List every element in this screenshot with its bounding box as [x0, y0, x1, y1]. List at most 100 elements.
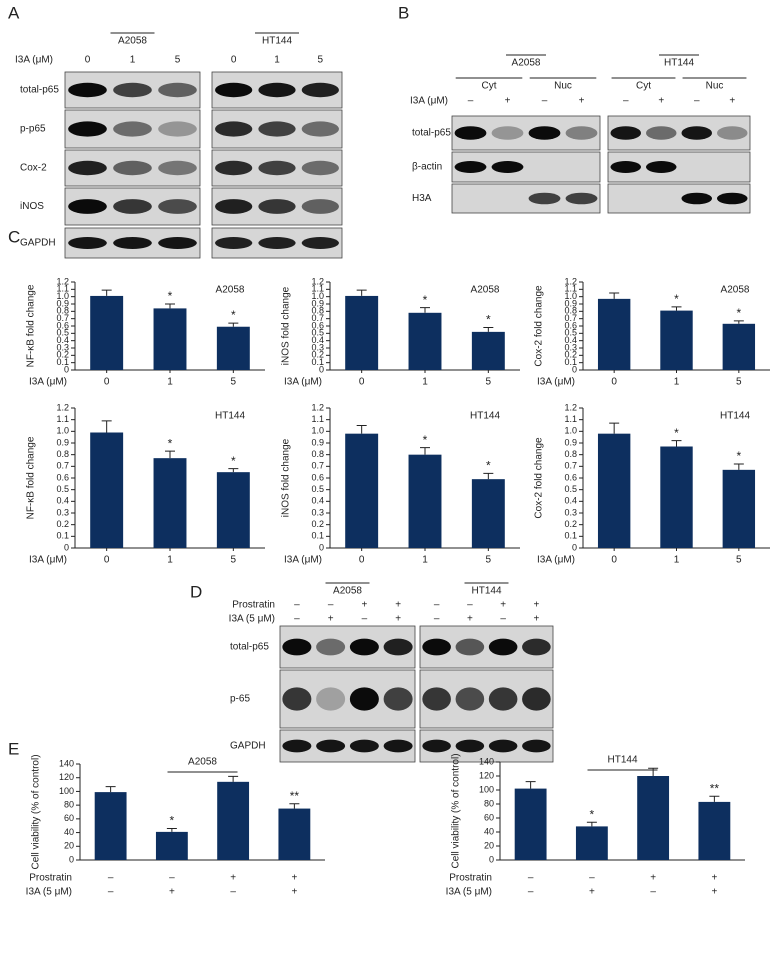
x-axis-label: I3A (μM)	[29, 555, 67, 566]
y-tick-label: 0.5	[56, 328, 69, 338]
y-tick-label: 0.7	[311, 461, 324, 471]
y-tick-label: 0.4	[311, 335, 324, 345]
band	[258, 160, 296, 176]
y-tick-label: 0.8	[564, 306, 577, 316]
significance: *	[423, 433, 428, 447]
y-tick-label: 0.1	[56, 531, 69, 541]
y-tick-label: 1.0	[56, 291, 69, 301]
bar	[278, 808, 311, 860]
y-axis-label: Cox-2 fold change	[534, 285, 545, 367]
y-tick-label: 80	[64, 800, 74, 810]
x-tick-label: 5	[231, 377, 237, 388]
band	[258, 82, 296, 98]
x-row-label: Prostratin	[29, 873, 72, 884]
band	[113, 237, 152, 249]
y-tick-label: 0	[572, 542, 577, 552]
error-bar	[483, 472, 494, 480]
band	[301, 237, 339, 249]
band	[282, 739, 312, 753]
lane-label: –	[500, 614, 506, 625]
y-tick-label: 1.1	[564, 284, 577, 294]
band	[215, 82, 253, 98]
error-bar	[166, 827, 177, 832]
lane-label: +	[328, 614, 334, 625]
y-tick-label: 0.1	[56, 357, 69, 367]
lane-label: +	[658, 96, 664, 107]
treatment-label: I3A (μM)	[15, 55, 53, 66]
significance: **	[290, 789, 300, 803]
y-tick-label: 0.7	[564, 313, 577, 323]
y-tick-label: 0.1	[564, 531, 577, 541]
lane-label: 1	[274, 55, 280, 66]
lane-label: +	[533, 614, 539, 625]
y-tick-label: 0.3	[311, 507, 324, 517]
y-tick-label: 0.6	[311, 472, 324, 482]
y-tick-label: 100	[479, 784, 494, 794]
error-bar	[228, 775, 239, 782]
error-bar	[609, 292, 620, 299]
x-tick-label: 5	[736, 555, 742, 566]
error-bar	[228, 468, 239, 473]
x-tick-label: 5	[486, 377, 492, 388]
lane-label: –	[468, 96, 474, 107]
lane-label: –	[623, 96, 629, 107]
band	[113, 121, 152, 137]
band	[528, 126, 561, 140]
y-tick-label: 0.7	[564, 461, 577, 471]
y-tick-label: 0	[64, 542, 69, 552]
band	[158, 82, 197, 98]
error-bar	[733, 320, 744, 324]
band	[316, 638, 346, 656]
band	[158, 160, 197, 176]
band	[610, 126, 642, 140]
bar	[94, 792, 127, 860]
y-tick-label: 0.3	[56, 507, 69, 517]
bar	[153, 458, 187, 548]
bar	[153, 308, 187, 370]
band	[68, 82, 107, 98]
error-bar	[228, 322, 239, 327]
y-axis-label: Cell viability (% of control)	[451, 753, 462, 868]
y-tick-label: 1.0	[564, 291, 577, 301]
panel-label: D	[190, 582, 202, 601]
y-tick-label: 0.1	[311, 531, 324, 541]
band	[422, 638, 451, 656]
y-tick-label: 0.9	[311, 437, 324, 447]
treatment-label: Prostratin	[232, 600, 275, 611]
y-tick-label: 0.3	[564, 507, 577, 517]
row-label: Cox-2	[20, 163, 47, 174]
band	[645, 126, 677, 140]
y-axis-label: Cell viability (% of control)	[31, 754, 42, 869]
significance: **	[710, 781, 720, 795]
row-label: total-p65	[20, 85, 59, 96]
bar	[637, 776, 670, 860]
significance: *	[423, 293, 428, 307]
error-bar	[525, 781, 536, 789]
chart-title: HT144	[215, 411, 245, 422]
band	[383, 739, 413, 753]
fraction-label: Nuc	[554, 81, 572, 92]
group-label: HT144	[262, 36, 292, 47]
row-label: p-65	[230, 694, 250, 705]
x-tick-label: +	[711, 873, 717, 884]
significance: *	[674, 292, 679, 306]
x-tick-label: –	[650, 887, 656, 898]
y-tick-label: 1.0	[56, 426, 69, 436]
band	[383, 638, 413, 656]
bar	[698, 801, 731, 860]
y-tick-label: 1.2	[311, 402, 324, 412]
row-label: GAPDH	[230, 741, 266, 752]
significance: *	[486, 459, 491, 473]
bar	[597, 433, 631, 548]
lane-label: –	[328, 600, 334, 611]
significance: *	[674, 426, 679, 440]
band	[454, 161, 487, 173]
x-tick-label: 1	[674, 377, 680, 388]
x-tick-label: 1	[422, 377, 428, 388]
x-axis-label: I3A (μM)	[284, 377, 322, 388]
x-tick-label: 0	[104, 377, 110, 388]
x-tick-label: –	[589, 873, 595, 884]
treatment-label: I3A (5 μM)	[229, 614, 275, 625]
band	[68, 160, 107, 176]
